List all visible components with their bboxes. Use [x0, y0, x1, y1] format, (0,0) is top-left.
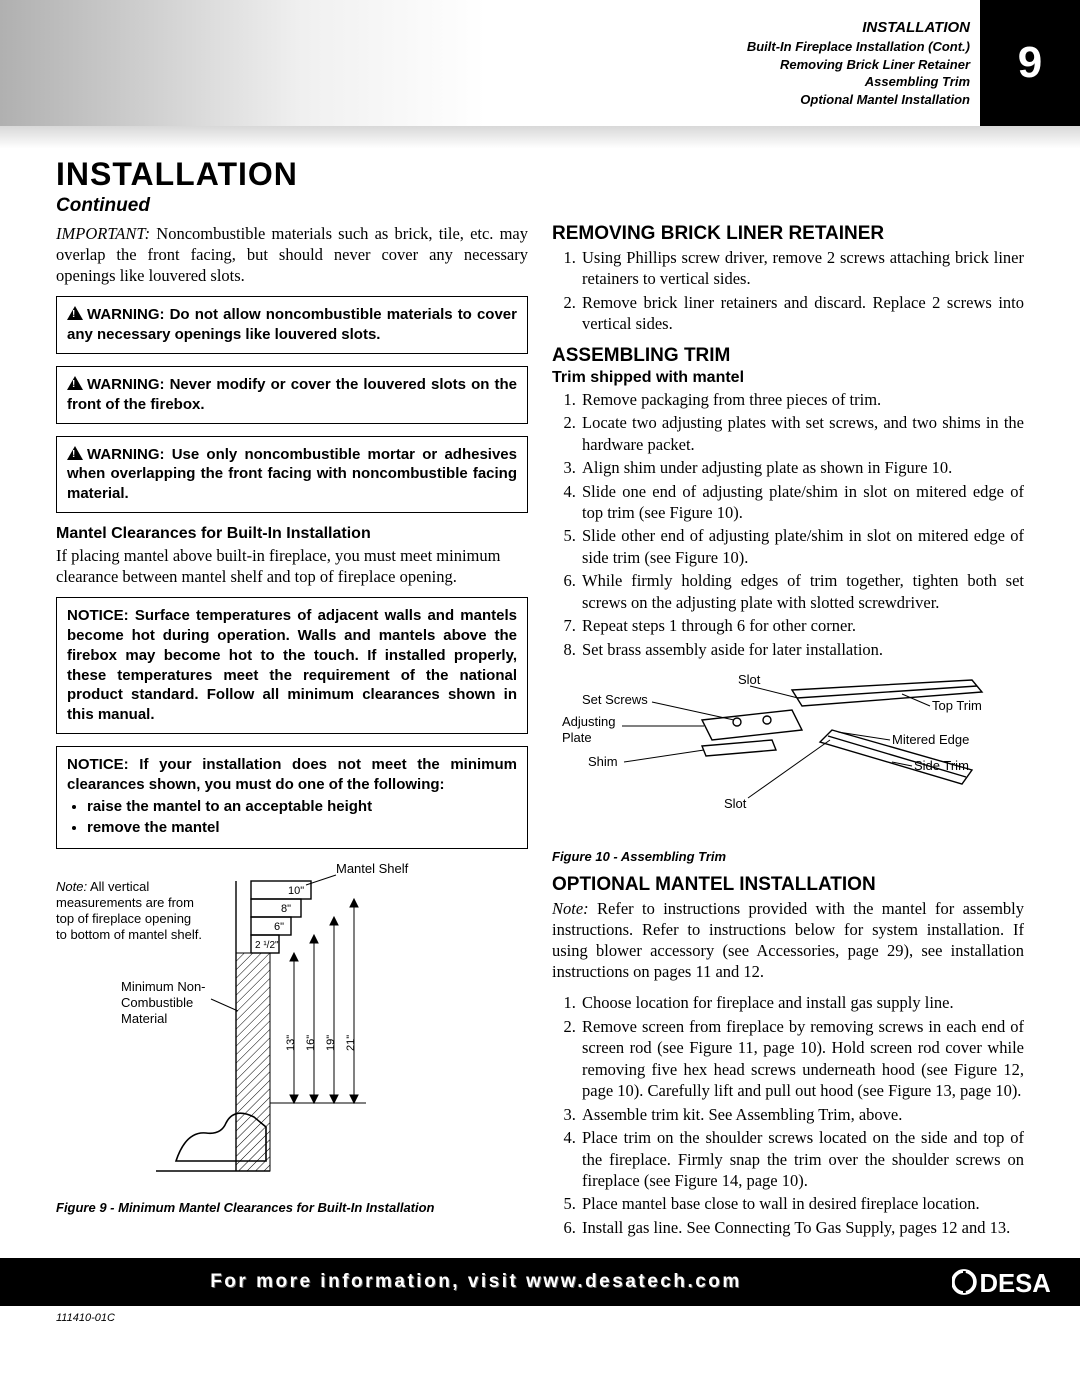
svg-text:Slot: Slot	[738, 672, 761, 687]
figure-10-caption: Figure 10 - Assembling Trim	[552, 849, 1024, 864]
page-number-box: 9	[980, 0, 1080, 126]
notice-2-bullet-2: remove the mantel	[87, 818, 517, 838]
assembling-step-4: Slide one end of adjusting plate/shim in…	[580, 481, 1024, 524]
header-line-1: INSTALLATION	[747, 18, 970, 38]
header-band: INSTALLATION Built-In Fireplace Installa…	[0, 0, 1080, 126]
svg-text:Note: All vertical: Note: All vertical	[56, 879, 149, 894]
two-column-layout: IMPORTANT: Noncombustible materials such…	[56, 223, 1024, 1248]
svg-text:2 ¹/2": 2 ¹/2"	[255, 940, 279, 951]
svg-text:measurements are from: measurements are from	[56, 895, 194, 910]
warning-1-text: WARNING: Do not allow noncombustible mat…	[67, 306, 517, 343]
mantel-paragraph: If placing mantel above built-in firepla…	[56, 545, 528, 587]
body: Installation Continued IMPORTANT: Noncom…	[0, 126, 1080, 1258]
assembling-trim-heading: ASSEMBLING TRIM	[552, 345, 1024, 367]
mantel-clearances-heading: Mantel Clearances for Built-In Installat…	[56, 525, 528, 543]
warning-box-3: WARNING: Use only noncombustible mortar …	[56, 436, 528, 513]
svg-text:16": 16"	[305, 1035, 317, 1051]
fig9-mantel-shelf-label: Mantel Shelf	[336, 861, 409, 876]
fig9-note-lead: Note:	[56, 879, 87, 894]
notice-box-1: NOTICE: Surface temperatures of adjacent…	[56, 597, 528, 734]
svg-text:Plate: Plate	[562, 730, 592, 745]
fig9-note-text: All vertical	[87, 879, 149, 894]
figure-9-diagram: Note: All vertical measurements are from…	[56, 861, 528, 1196]
optional-note-text: Refer to instructions provided with the …	[552, 899, 1024, 981]
footer-band: For more information, visit www.desatech…	[0, 1258, 1080, 1306]
left-column: IMPORTANT: Noncombustible materials such…	[56, 223, 528, 1248]
optional-note-lead: Note:	[552, 899, 589, 918]
notice-2-bullet-1: raise the mantel to an acceptable height	[87, 797, 517, 817]
optional-step-4: Place trim on the shoulder screws locate…	[580, 1127, 1024, 1191]
assembling-step-8: Set brass assembly aside for later insta…	[580, 639, 1024, 660]
optional-step-2: Remove screen from fireplace by removing…	[580, 1016, 1024, 1102]
svg-text:DESA: DESA	[980, 1270, 1051, 1298]
assembling-step-3: Align shim under adjusting plate as show…	[580, 457, 1024, 478]
svg-text:Side Trim: Side Trim	[914, 758, 969, 773]
warning-icon	[67, 446, 83, 460]
right-column: REMOVING BRICK LINER RETAINER Using Phil…	[552, 223, 1024, 1248]
continued-label: Continued	[56, 195, 1024, 217]
svg-text:Combustible: Combustible	[121, 995, 193, 1010]
removing-step-1: Using Phillips screw driver, remove 2 sc…	[580, 247, 1024, 290]
page-number: 9	[1018, 38, 1042, 87]
removing-retainer-heading: REMOVING BRICK LINER RETAINER	[552, 223, 1024, 245]
notice-box-2: NOTICE: If your installation does not me…	[56, 746, 528, 849]
warning-icon	[67, 306, 83, 320]
svg-text:21": 21"	[345, 1035, 357, 1051]
trim-shipped-subheading: Trim shipped with mantel	[552, 369, 1024, 387]
page: INSTALLATION Built-In Fireplace Installa…	[0, 0, 1080, 1344]
warning-icon	[67, 376, 83, 390]
warning-box-1: WARNING: Do not allow noncombustible mat…	[56, 296, 528, 354]
document-number: 111410-01C	[0, 1306, 1080, 1344]
svg-text:Adjusting: Adjusting	[562, 714, 615, 729]
svg-text:Minimum Non-: Minimum Non-	[121, 979, 206, 994]
footer-text: For more information, visit www.desatech…	[0, 1271, 952, 1293]
optional-step-5: Place mantel base close to wall in desir…	[580, 1193, 1024, 1214]
warning-box-2: WARNING: Never modify or cover the louve…	[56, 366, 528, 424]
optional-mantel-heading: OPTIONAL MANTEL INSTALLATION	[552, 874, 1024, 896]
figure-9-caption: Figure 9 - Minimum Mantel Clearances for…	[56, 1200, 528, 1215]
removing-steps: Using Phillips screw driver, remove 2 sc…	[552, 247, 1024, 335]
header-line-2: Built-In Fireplace Installation (Cont.)	[747, 38, 970, 56]
important-paragraph: IMPORTANT: Noncombustible materials such…	[56, 223, 528, 286]
svg-text:Set Screws: Set Screws	[582, 692, 648, 707]
page-title: Installation	[56, 156, 1024, 193]
optional-step-6: Install gas line. See Connecting To Gas …	[580, 1217, 1024, 1238]
optional-note: Note: Refer to instructions provided wit…	[552, 898, 1024, 982]
svg-text:top of fireplace opening: top of fireplace opening	[56, 911, 191, 926]
desa-logo: DESA	[952, 1258, 1080, 1306]
optional-steps: Choose location for fireplace and instal…	[552, 992, 1024, 1238]
svg-text:Shim: Shim	[588, 754, 618, 769]
assembling-step-5: Slide other end of adjusting plate/shim …	[580, 525, 1024, 568]
svg-text:Mitered Edge: Mitered Edge	[892, 732, 969, 747]
svg-text:Slot: Slot	[724, 796, 747, 811]
header-line-4: Assembling Trim	[747, 73, 970, 91]
svg-text:13": 13"	[285, 1035, 297, 1051]
svg-text:6": 6"	[274, 921, 284, 933]
svg-text:8": 8"	[281, 903, 291, 915]
notice-2-lead: NOTICE: If your installation does not me…	[67, 756, 517, 793]
svg-text:10": 10"	[288, 885, 304, 897]
svg-text:19": 19"	[325, 1035, 337, 1051]
warning-3-text: WARNING: Use only noncombustible mortar …	[67, 446, 517, 503]
removing-step-2: Remove brick liner retainers and discard…	[580, 292, 1024, 335]
header-topic-block: INSTALLATION Built-In Fireplace Installa…	[747, 18, 970, 108]
assembling-steps: Remove packaging from three pieces of tr…	[552, 389, 1024, 660]
svg-text:Material: Material	[121, 1011, 167, 1026]
svg-text:to bottom of mantel shelf.: to bottom of mantel shelf.	[56, 927, 202, 942]
optional-step-3: Assemble trim kit. See Assembling Trim, …	[580, 1104, 1024, 1125]
assembling-step-1: Remove packaging from three pieces of tr…	[580, 389, 1024, 410]
optional-step-1: Choose location for fireplace and instal…	[580, 992, 1024, 1013]
important-lead: IMPORTANT:	[56, 224, 150, 243]
assembling-step-2: Locate two adjusting plates with set scr…	[580, 412, 1024, 455]
header-line-5: Optional Mantel Installation	[747, 91, 970, 109]
assembling-step-7: Repeat steps 1 through 6 for other corne…	[580, 615, 1024, 636]
warning-2-text: WARNING: Never modify or cover the louve…	[67, 376, 517, 413]
svg-text:Top Trim: Top Trim	[932, 698, 982, 713]
header-line-3: Removing Brick Liner Retainer	[747, 56, 970, 74]
assembling-step-6: While firmly holding edges of trim toget…	[580, 570, 1024, 613]
notice-1-text: NOTICE: Surface temperatures of adjacent…	[67, 607, 517, 723]
figure-10-diagram: Set Screws Slot Adjusting Plate Shim Slo…	[552, 670, 1024, 845]
